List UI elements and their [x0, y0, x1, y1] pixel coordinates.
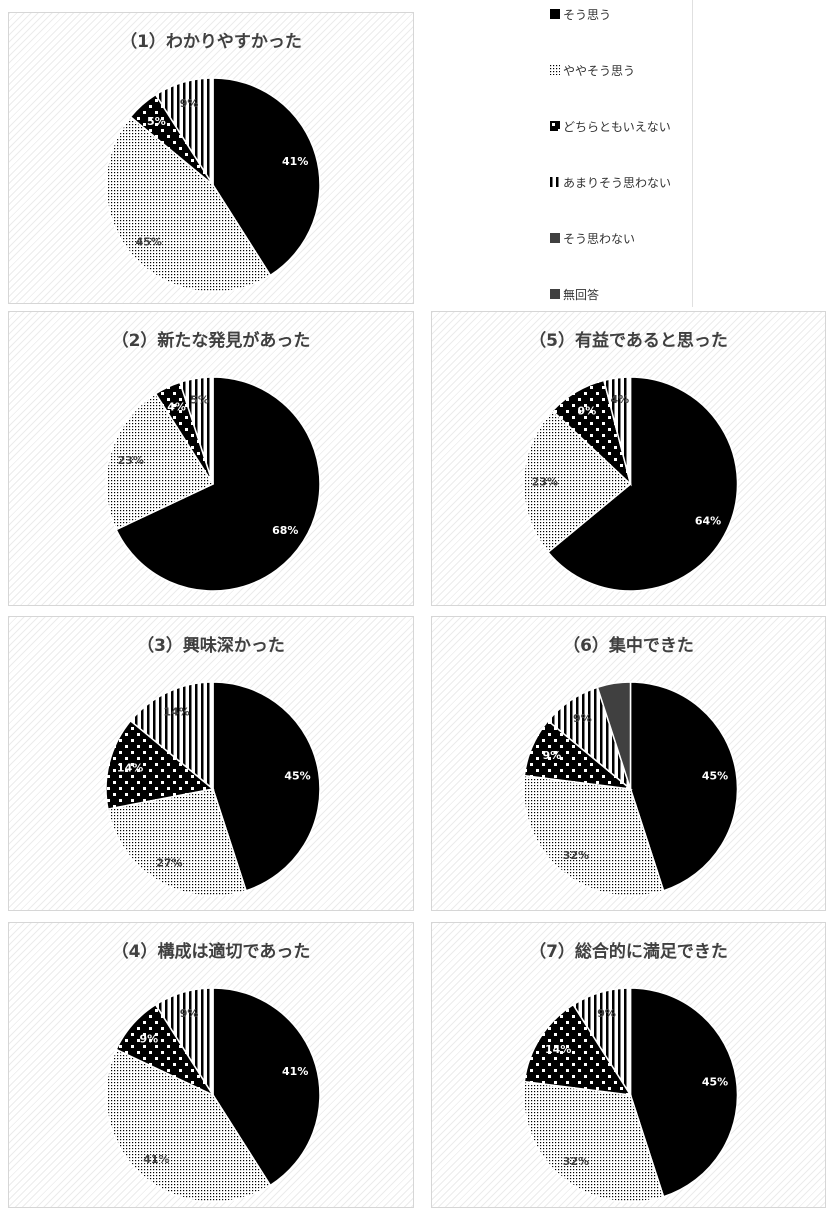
pie-chart-3: 45% 27% 14% 14%	[105, 681, 321, 897]
pie-slice-somewhat-disagree	[572, 987, 632, 1098]
pie-slice-somewhat-disagree	[602, 376, 632, 485]
data-label-somewhat-disagree: 9%	[573, 712, 592, 725]
pie-chart-7: 45% 32% 14% 9%	[522, 987, 739, 1203]
data-label-somewhat-agree: 23%	[532, 475, 558, 488]
legend-item-somewhat-agree: ややそう思う	[550, 62, 635, 78]
data-label-somewhat-agree: 41%	[143, 1153, 169, 1166]
legend-item-disagree: そう思わない	[550, 230, 635, 246]
chart-title-3: （3）興味深かった	[137, 636, 285, 656]
data-label-somewhat-disagree: 9%	[597, 1007, 616, 1020]
legend-swatch-somewhat-disagree	[550, 177, 560, 187]
data-label-somewhat-disagree: 5%	[190, 394, 209, 407]
chart-panel-3: （3）興味深かった 45% 27% 14% 14%	[8, 616, 414, 911]
data-label-somewhat-agree: 32%	[563, 1155, 589, 1168]
pie-slice-somewhat-agree	[522, 1080, 665, 1203]
data-label-agree: 41%	[282, 1065, 308, 1078]
data-label-somewhat-disagree: 14%	[163, 706, 189, 719]
pie-slice-disagree	[596, 681, 632, 790]
chart-title-5: （5）有益であると思った	[529, 331, 728, 351]
pie-slice-agree	[547, 376, 739, 592]
data-label-somewhat-agree: 27%	[156, 857, 182, 870]
data-label-neutral: 14%	[117, 762, 143, 775]
data-label-agree: 64%	[695, 514, 721, 527]
legend-item-somewhat-disagree: あまりそう思わない	[550, 174, 671, 190]
chart-title-1: （1）わかりやすかった	[120, 32, 302, 52]
data-label-agree: 41%	[282, 155, 308, 168]
data-label-neutral: 9%	[139, 1032, 158, 1045]
pie-slice-agree	[629, 681, 739, 892]
pie-slice-neutral	[105, 719, 215, 810]
data-label-somewhat-disagree: 9%	[180, 97, 199, 110]
legend-swatch-no-answer	[550, 289, 560, 299]
legend-label-agree: そう思う	[563, 7, 612, 22]
legend-label-no-answer: 無回答	[563, 287, 600, 302]
pie-slice-somewhat-agree	[105, 115, 272, 293]
pie-slice-somewhat-agree	[105, 1048, 272, 1203]
chart-title-7: （7）総合的に満足できた	[529, 942, 728, 962]
pie-slice-neutral	[523, 1003, 632, 1096]
data-label-neutral: 9%	[578, 404, 597, 417]
legend-label-somewhat-disagree: あまりそう思わない	[563, 175, 672, 190]
chart-title-6: （6）集中できた	[563, 636, 694, 656]
data-label-agree: 45%	[702, 770, 728, 783]
pie-slice-somewhat-disagree	[129, 681, 214, 791]
pie-slice-somewhat-agree	[522, 409, 632, 554]
data-label-somewhat-agree: 45%	[136, 236, 162, 249]
data-label-somewhat-agree: 32%	[563, 849, 589, 862]
pie-chart-2: 68% 23% 4% 5%	[105, 376, 321, 592]
legend-item-agree: そう思う	[550, 6, 611, 22]
pie-slice-somewhat-disagree	[154, 987, 214, 1098]
pie-slice-somewhat-disagree	[178, 376, 214, 485]
legend-label-neutral: どちらともいえない	[563, 119, 671, 134]
chart-panel-5: （5）有益であると思った 64% 23% 9% 4%	[431, 311, 826, 606]
chart-title-4: （4）構成は適切であった	[111, 942, 311, 962]
pie-slice-agree	[629, 987, 739, 1198]
pie-chart-4: 41% 41% 9% 9%	[105, 987, 321, 1203]
chart-panel-2: （2）新たな発見があった 68% 23% 4% 5%	[8, 311, 414, 606]
pie-slice-somewhat-disagree	[154, 77, 214, 188]
data-label-neutral: 5%	[147, 115, 166, 128]
chart-panel-7: （7）総合的に満足できた 45% 32% 14% 9%	[431, 922, 826, 1208]
legend-swatch-disagree	[550, 233, 560, 243]
pie-slice-agree	[212, 681, 321, 892]
legend-label-disagree: そう思わない	[563, 231, 636, 246]
chart-title-2: （2）新たな発見があった	[111, 331, 311, 351]
pie-slice-somewhat-agree	[105, 392, 215, 531]
data-label-agree: 45%	[702, 1076, 728, 1089]
legend-item-neutral: どちらともいえない	[550, 118, 671, 134]
pie-slice-somewhat-agree	[522, 774, 665, 897]
pie-slice-agree	[115, 376, 321, 592]
data-label-agree: 68%	[272, 524, 298, 537]
data-label-neutral: 14%	[545, 1043, 571, 1056]
chart-panel-4: （4）構成は適切であった 41% 41% 9% 9%	[8, 922, 414, 1208]
pie-chart-1: 41% 45% 5% 9%	[105, 77, 321, 293]
chart-panel-1: （1）わかりやすかった 41% 45% 5% 9%	[8, 12, 414, 304]
legend-swatch-somewhat-agree	[550, 65, 560, 75]
data-label-somewhat-agree: 23%	[118, 454, 144, 467]
data-label-neutral: 4%	[167, 401, 186, 414]
legend-item-no-answer: 無回答	[550, 286, 599, 302]
pie-chart-5: 64% 23% 9% 4%	[522, 376, 739, 592]
legend-swatch-neutral	[550, 121, 560, 131]
legend-swatch-agree	[550, 9, 560, 19]
chart-panel-6: （6）集中できた 45% 32% 9% 9%	[431, 616, 826, 911]
data-label-neutral: 9%	[543, 749, 562, 762]
data-label-somewhat-disagree: 9%	[180, 1007, 199, 1020]
data-label-agree: 45%	[284, 770, 310, 783]
pie-slice-somewhat-agree	[107, 788, 248, 897]
data-label-somewhat-disagree: 4%	[610, 393, 629, 406]
chart-legend: そう思う ややそう思う どちらともいえない あまりそう思わない そう思わない 無…	[536, 0, 693, 307]
legend-label-somewhat-agree: ややそう思う	[563, 63, 636, 78]
pie-chart-6: 45% 32% 9% 9%	[522, 681, 739, 897]
